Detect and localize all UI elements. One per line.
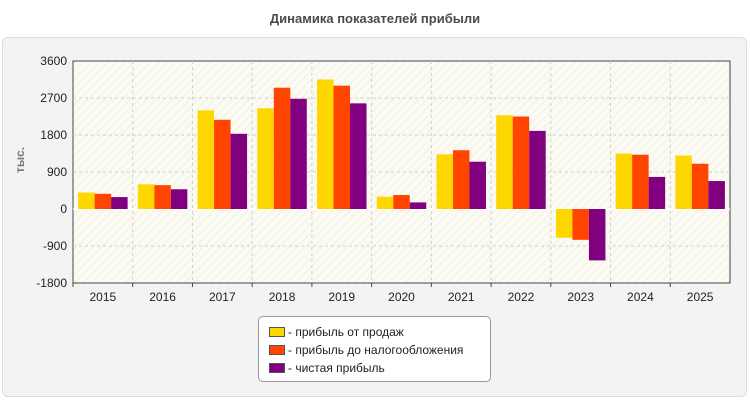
legend-swatch: [269, 327, 285, 337]
x-tick-label: 2020: [388, 290, 415, 304]
bar: [529, 130, 546, 209]
bar: [154, 185, 171, 209]
bar: [317, 79, 334, 209]
bar: [137, 184, 155, 209]
bar: [648, 176, 666, 209]
chart-legend: - прибыль от продаж - прибыль до налогооб…: [258, 316, 491, 382]
y-tick-label: 2700: [40, 91, 67, 105]
y-tick-label: -1800: [36, 276, 67, 290]
bar: [588, 209, 606, 261]
x-tick-label: 2017: [209, 290, 236, 304]
bar: [632, 154, 649, 209]
x-tick-label: 2024: [627, 290, 654, 304]
bar: [111, 197, 128, 209]
bar: [376, 196, 394, 209]
y-tick-label: 900: [47, 165, 67, 179]
y-tick-label: 0: [60, 202, 67, 216]
bar: [170, 189, 188, 209]
bar: [350, 103, 367, 209]
bar: [78, 192, 95, 209]
legend-item: - чистая прибыль: [269, 359, 490, 377]
bar: [555, 209, 573, 238]
bar: [197, 110, 215, 209]
bar: [512, 116, 530, 209]
legend-label: - прибыль от продаж: [288, 325, 404, 339]
bar: [452, 150, 470, 209]
legend-label: - прибыль до налогообложения: [288, 343, 464, 357]
chart-title: Динамика показателей прибыли: [269, 11, 481, 26]
bar: [691, 163, 709, 209]
y-axis-label: тыс.: [13, 147, 27, 173]
x-tick-label: 2023: [567, 290, 594, 304]
bar: [496, 115, 513, 209]
bar: [708, 181, 725, 209]
bar: [469, 161, 486, 209]
x-tick-label: 2016: [149, 290, 176, 304]
x-tick-label: 2018: [269, 290, 296, 304]
bar: [290, 98, 307, 209]
bar: [409, 202, 427, 209]
y-tick-label: 3600: [40, 54, 67, 68]
legend-item: - прибыль до налогообложения: [269, 341, 490, 359]
x-tick-label: 2022: [508, 290, 535, 304]
bar: [615, 153, 633, 209]
bar: [230, 133, 248, 209]
bar: [257, 108, 274, 209]
legend-label: - чистая прибыль: [288, 361, 385, 375]
x-tick-label: 2019: [328, 290, 355, 304]
bar: [436, 154, 453, 209]
legend-item: - прибыль от продаж: [269, 323, 490, 341]
y-tick-label: -900: [43, 239, 67, 253]
x-tick-label: 2025: [687, 290, 714, 304]
bar: [94, 193, 112, 209]
x-tick-label: 2015: [90, 290, 117, 304]
bar: [572, 209, 589, 240]
bar: [675, 155, 692, 209]
x-tick-label: 2021: [448, 290, 475, 304]
bar: [214, 119, 231, 209]
legend-swatch: [269, 345, 285, 355]
bar: [333, 85, 351, 209]
legend-swatch: [269, 363, 285, 373]
bar: [273, 87, 291, 209]
y-tick-label: 1800: [40, 128, 67, 142]
bar: [393, 195, 410, 209]
